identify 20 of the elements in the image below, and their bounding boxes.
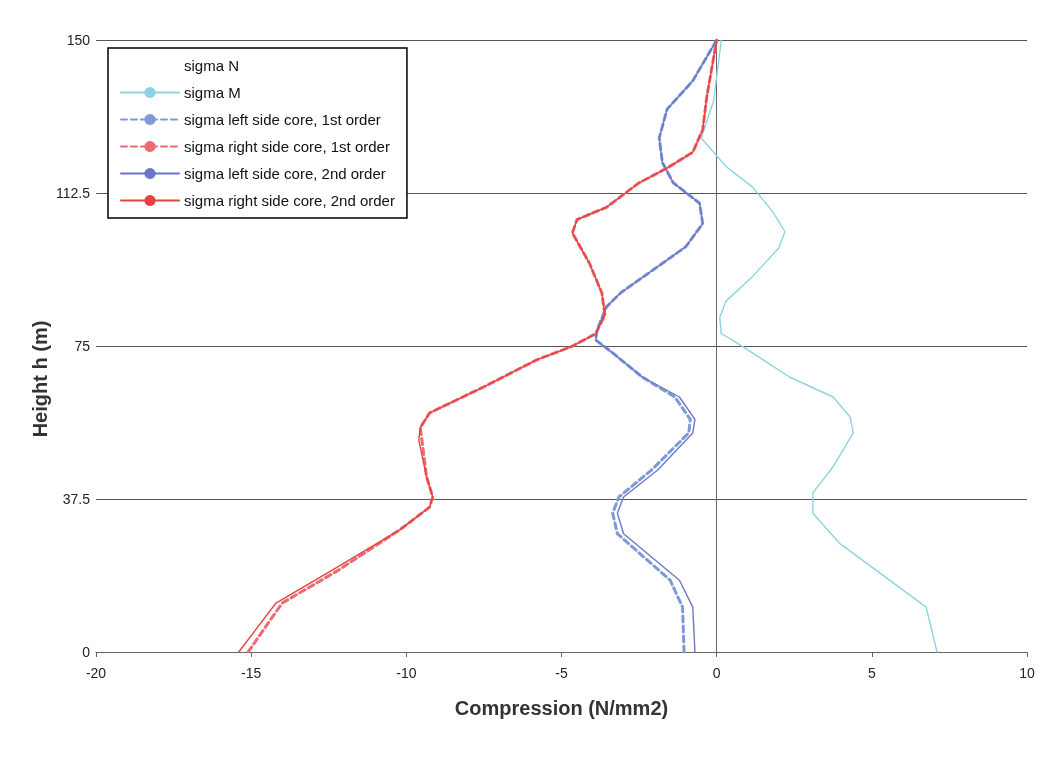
x-tick-label: 10 — [1019, 665, 1035, 681]
x-tick-label: 5 — [867, 665, 876, 681]
y-tick-label: 150 — [66, 32, 91, 48]
x-axis-title: Compression (N/mm2) — [454, 697, 669, 719]
legend-label: sigma M — [184, 84, 241, 101]
legend-label: sigma right side core, 2nd order — [184, 192, 395, 209]
x-tick-label: 0 — [712, 665, 721, 681]
y-tick-label: 37.5 — [62, 491, 91, 507]
legend-label: sigma left side core, 2nd order — [184, 165, 386, 182]
x-tick-label: -15 — [241, 665, 262, 681]
x-tick-label: -5 — [555, 665, 568, 681]
legend-label: sigma left side core, 1st order — [184, 111, 381, 128]
x-tick-label: -20 — [85, 665, 107, 681]
y-axis-title: Height h (m) — [29, 320, 51, 438]
x-tick-label: -10 — [396, 665, 417, 681]
y-tick-label: 0 — [82, 644, 91, 660]
y-tick-label: 75 — [74, 338, 91, 354]
y-tick-label: 112.5 — [56, 185, 91, 201]
text: sigma N — [184, 57, 240, 74]
legend-label: sigma right side core, 1st order — [184, 138, 390, 155]
